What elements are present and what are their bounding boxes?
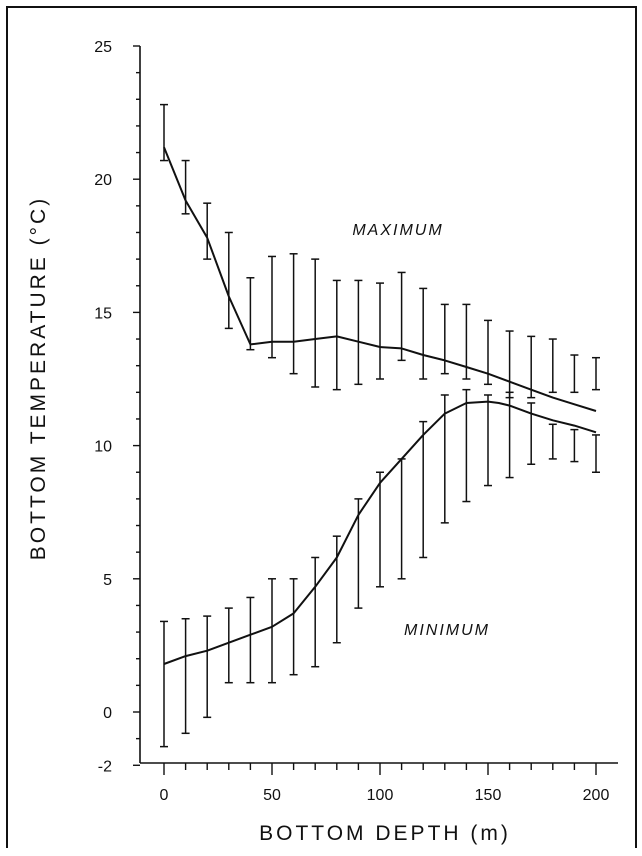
x-tick-label: 100 [367, 787, 394, 804]
line-maximum [163, 146, 597, 412]
series-maximum [160, 103, 600, 412]
y-tick-label: 20 [94, 172, 112, 189]
y-axis-title: BOTTOM TEMPERATURE (°C) [27, 196, 50, 560]
annotation-minimum: MINIMUM [404, 622, 490, 639]
y-tick-label: 25 [94, 39, 112, 56]
y-tick-label: 0 [103, 705, 112, 722]
x-tick-label: 50 [263, 787, 281, 804]
y-tick-label: 5 [103, 572, 112, 589]
y-tick-label: -2 [98, 758, 112, 775]
x-axis-title: BOTTOM DEPTH (m) [259, 822, 511, 845]
series-minimum [160, 388, 600, 748]
x-tick-label: 150 [475, 787, 502, 804]
x-tick-label: 0 [160, 787, 169, 804]
x-tick-label: 200 [583, 787, 610, 804]
line-minimum [163, 400, 597, 665]
annotation-maximum: MAXIMUM [352, 222, 443, 239]
figure-frame [6, 6, 637, 848]
y-tick-label: 10 [94, 439, 112, 456]
y-tick-label: 15 [94, 305, 112, 322]
